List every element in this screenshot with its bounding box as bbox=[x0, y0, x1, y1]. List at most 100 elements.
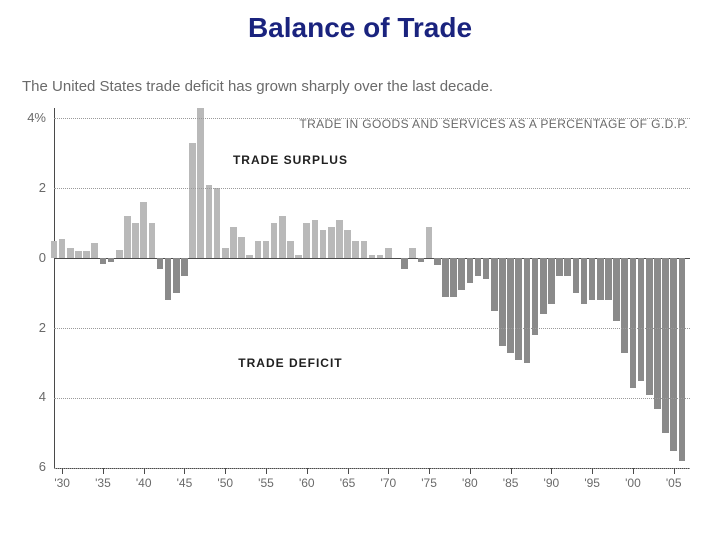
x-axis-label: '85 bbox=[503, 476, 519, 490]
y-axis-label: 4 bbox=[12, 389, 46, 404]
bar bbox=[385, 248, 392, 258]
bar bbox=[157, 258, 164, 268]
x-tick bbox=[592, 468, 593, 474]
gridline bbox=[54, 468, 690, 469]
bar bbox=[605, 258, 612, 300]
bar bbox=[662, 258, 669, 433]
x-tick bbox=[348, 468, 349, 474]
bar bbox=[59, 239, 66, 258]
x-axis-label: '35 bbox=[95, 476, 111, 490]
bar bbox=[499, 258, 506, 345]
x-tick bbox=[388, 468, 389, 474]
x-axis-label: '65 bbox=[340, 476, 356, 490]
bar bbox=[621, 258, 628, 352]
bar bbox=[442, 258, 449, 296]
x-tick bbox=[511, 468, 512, 474]
bar bbox=[630, 258, 637, 387]
bar bbox=[679, 258, 686, 461]
bar bbox=[458, 258, 465, 289]
y-axis-line bbox=[54, 108, 55, 468]
bar bbox=[426, 227, 433, 258]
trade-surplus-label: TRADE SURPLUS bbox=[233, 153, 348, 167]
bar bbox=[638, 258, 645, 380]
bar bbox=[222, 248, 229, 258]
bar bbox=[532, 258, 539, 335]
trade-deficit-label: TRADE DEFICIT bbox=[238, 356, 342, 370]
gridline bbox=[54, 398, 690, 399]
bar bbox=[328, 227, 335, 258]
bar bbox=[564, 258, 571, 275]
bar bbox=[654, 258, 661, 408]
bar bbox=[214, 188, 221, 258]
x-axis-label: '75 bbox=[421, 476, 437, 490]
x-tick bbox=[225, 468, 226, 474]
gridline bbox=[54, 188, 690, 189]
x-axis-label: '00 bbox=[625, 476, 641, 490]
x-axis-label: '40 bbox=[136, 476, 152, 490]
bar bbox=[124, 216, 131, 258]
bar bbox=[434, 258, 441, 265]
bar bbox=[483, 258, 490, 279]
bar bbox=[540, 258, 547, 314]
subtitle-text: The United States trade deficit has grow… bbox=[22, 78, 493, 95]
x-axis-label: '30 bbox=[54, 476, 70, 490]
bar bbox=[295, 255, 302, 258]
bar bbox=[312, 220, 319, 258]
chart-header-text: TRADE IN GOODS AND SERVICES AS A PERCENT… bbox=[299, 117, 688, 131]
bar bbox=[255, 241, 262, 258]
x-axis-label: '55 bbox=[258, 476, 274, 490]
bar bbox=[206, 185, 213, 258]
bar bbox=[149, 223, 156, 258]
bar bbox=[556, 258, 563, 275]
bar bbox=[418, 258, 425, 261]
x-axis-label: '80 bbox=[462, 476, 478, 490]
bar bbox=[361, 241, 368, 258]
bar bbox=[369, 255, 376, 258]
bar bbox=[336, 220, 343, 258]
bar bbox=[491, 258, 498, 310]
bar bbox=[548, 258, 555, 303]
x-axis-label: '45 bbox=[177, 476, 193, 490]
x-tick bbox=[551, 468, 552, 474]
trade-balance-chart: 4%20246 '30'35'40'45'50'55'60'65'70'75'8… bbox=[54, 108, 690, 468]
bar bbox=[173, 258, 180, 293]
x-axis-label: '70 bbox=[380, 476, 396, 490]
x-tick bbox=[633, 468, 634, 474]
bar bbox=[100, 258, 107, 263]
bar bbox=[303, 223, 310, 258]
bar bbox=[132, 223, 139, 258]
bar bbox=[524, 258, 531, 363]
bar bbox=[75, 251, 82, 258]
x-tick bbox=[266, 468, 267, 474]
y-axis-label: 6 bbox=[12, 459, 46, 474]
bar bbox=[613, 258, 620, 321]
bar bbox=[116, 250, 123, 259]
bar bbox=[475, 258, 482, 275]
x-axis-label: '50 bbox=[217, 476, 233, 490]
bar bbox=[344, 230, 351, 258]
bar bbox=[320, 230, 327, 258]
bar bbox=[589, 258, 596, 300]
x-tick bbox=[184, 468, 185, 474]
page-title: Balance of Trade bbox=[0, 0, 720, 44]
bar bbox=[140, 202, 147, 258]
x-tick bbox=[62, 468, 63, 474]
x-axis-label: '60 bbox=[299, 476, 315, 490]
y-axis-label: 0 bbox=[12, 250, 46, 265]
bar bbox=[230, 227, 237, 258]
bar bbox=[646, 258, 653, 394]
bar bbox=[67, 248, 74, 258]
bar bbox=[91, 243, 98, 259]
x-tick bbox=[470, 468, 471, 474]
bar bbox=[263, 241, 270, 258]
bar bbox=[507, 258, 514, 352]
bar bbox=[467, 258, 474, 282]
bar bbox=[581, 258, 588, 303]
x-tick bbox=[144, 468, 145, 474]
y-axis-label: 4% bbox=[12, 110, 46, 125]
bar bbox=[165, 258, 172, 300]
bar bbox=[377, 255, 384, 258]
gridline bbox=[54, 328, 690, 329]
x-tick bbox=[674, 468, 675, 474]
x-tick bbox=[429, 468, 430, 474]
